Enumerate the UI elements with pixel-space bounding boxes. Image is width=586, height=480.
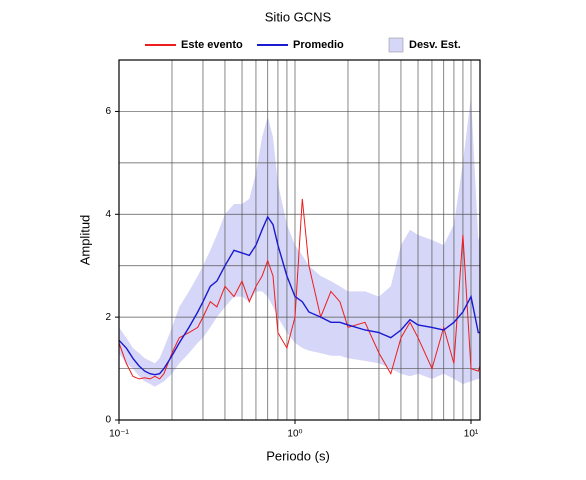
- x-tick-label: 10⁻¹: [109, 429, 129, 440]
- y-tick-label: 0: [105, 415, 111, 426]
- y-axis-label: Amplitud: [77, 215, 92, 266]
- x-axis-label: Periodo (s): [266, 448, 330, 463]
- series-line: [118, 198, 481, 380]
- x-tick-label: 10¹: [464, 429, 479, 440]
- y-tick-label: 2: [105, 312, 111, 323]
- chart-title: Sitio GCNS: [265, 9, 332, 24]
- legend-swatch: [388, 37, 404, 53]
- series-line: [118, 215, 480, 376]
- legend-label: Este evento: [181, 39, 243, 51]
- y-tick-label: 4: [105, 209, 111, 220]
- legend-label: Promedio: [293, 39, 344, 51]
- std-band: [119, 96, 480, 387]
- plot-frame: [118, 59, 481, 421]
- y-tick-label: 6: [105, 106, 111, 117]
- legend-label: Desv. Est.: [409, 39, 461, 51]
- x-tick-label: 10⁰: [287, 429, 302, 440]
